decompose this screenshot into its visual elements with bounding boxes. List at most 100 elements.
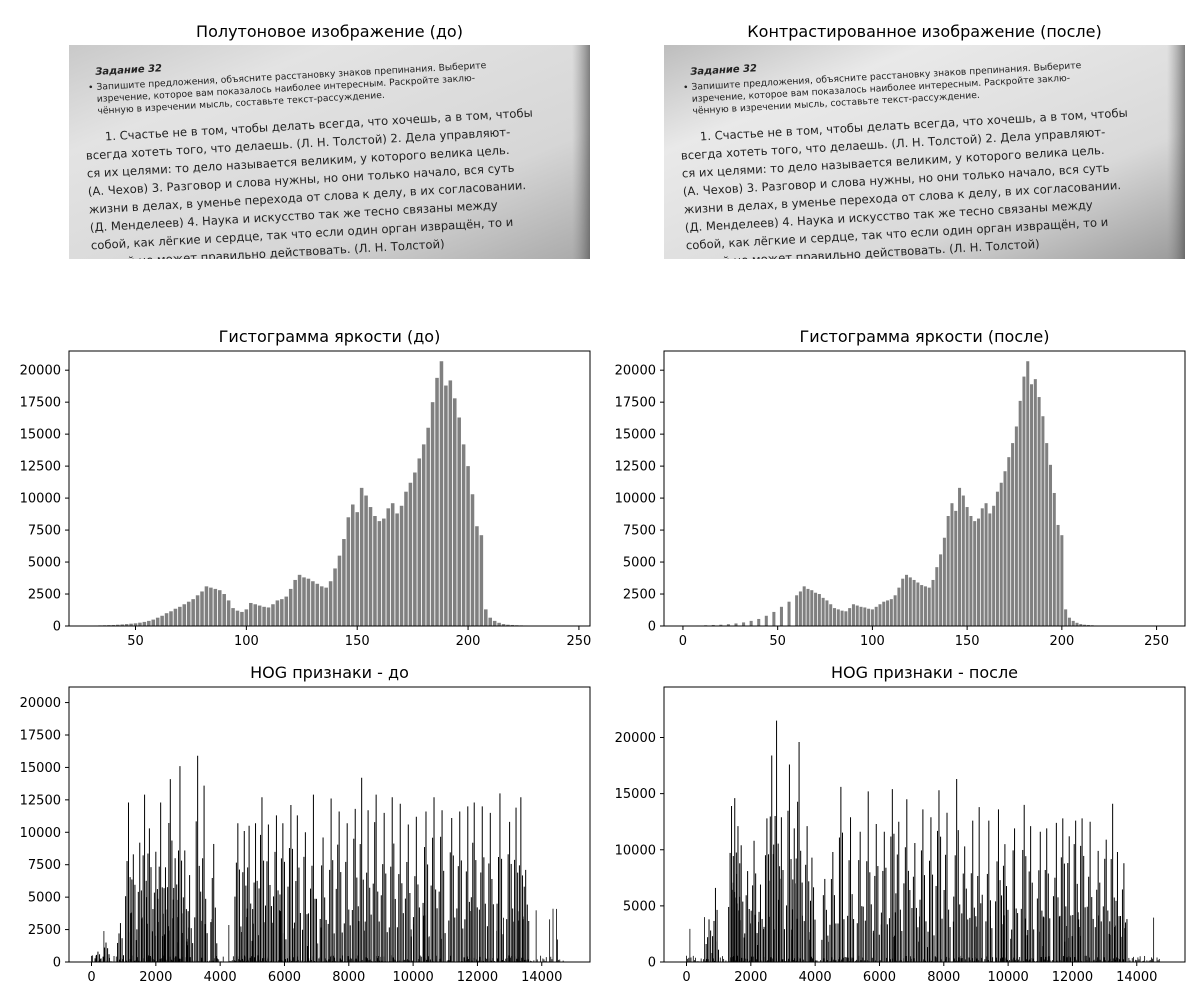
histogram-bar [764,615,768,626]
histogram-bar [266,607,271,626]
histogram-bar [364,495,368,626]
histogram-bar [488,617,493,626]
histogram-bar [186,601,191,626]
histogram-bar [262,606,266,626]
y-tick-label: 15000 [20,428,61,443]
histogram-bar [976,518,981,626]
x-tick-label: 100 [860,634,885,649]
axes-frame [68,686,591,963]
histogram-bar [825,600,829,626]
histogram-bar [1071,620,1075,626]
histogram-bar [973,521,977,626]
x-tick-label: 8000 [332,970,365,985]
histogram-bar [920,585,924,626]
x-tick-label: 10000 [392,970,433,985]
histogram-bar [182,604,187,626]
histogram-bar [200,591,204,626]
histogram-bar [506,624,510,626]
hist-after-title: Гистограмма яркости (после) [800,327,1050,346]
histogram-bar [1067,617,1071,626]
histogram-bar [351,504,355,626]
histogram-bar [151,619,156,626]
histogram-bar [173,608,178,626]
histogram-bar [942,537,946,626]
histogram-bar [359,487,364,626]
histogram-bar [855,605,859,626]
histogram-bar [719,624,723,626]
histogram-bar [346,517,351,626]
histogram-bar [368,507,373,626]
x-tick-label: 250 [1144,634,1169,649]
histogram-bar [848,608,852,626]
histogram-bar [501,624,506,626]
histogram-bar [878,604,882,626]
histogram-bar [466,466,470,626]
x-tick-label: 6000 [268,970,301,985]
x-tick-label: 12000 [1052,970,1093,985]
histogram-bar [886,600,890,626]
histogram-bar [821,597,825,626]
histogram-bar [439,361,444,626]
histogram-bar [946,516,950,626]
histogram-bar [1030,384,1034,626]
histogram-bar [836,609,840,626]
histogram-bar [297,574,302,626]
histogram-bar [191,599,195,626]
histogram-bar [328,581,333,626]
histogram-bar [742,622,746,626]
histogram-bar [908,577,912,626]
histogram-bar [342,539,346,626]
photo-heading: Задание 32 [95,63,162,78]
histogram-bar [284,596,289,626]
y-tick-label: 17500 [615,396,656,411]
page-edge-shadow [572,45,590,259]
x-tick-label: 6000 [863,970,896,985]
histogram-bar [904,574,909,626]
histogram-bar [399,505,404,626]
photo-heading: Задание 32 [690,63,757,78]
histogram-bar [992,505,996,626]
x-tick-label: 14000 [521,970,562,985]
x-tick-label: 200 [1049,634,1074,649]
y-tick-label: 17500 [20,396,61,411]
histogram-bar [1007,457,1011,626]
histogram-bar [444,385,448,626]
histogram-bar [160,615,164,626]
axes-frame [663,350,1186,627]
image-before-panel: Задание 32 • Запишите предложения, объяс… [69,45,590,259]
histogram-bar [867,608,871,626]
histogram-bar [916,582,920,626]
histogram-bar [958,487,962,626]
histogram-bar [935,567,939,626]
histogram-bar [457,417,461,626]
histogram-bar [413,472,417,626]
histogram-bar [870,609,874,626]
histogram-bar [1086,624,1090,626]
histogram-bar [814,592,818,626]
histogram-bar [1075,622,1079,626]
histogram-bar [448,380,453,626]
histogram-bar [169,611,173,626]
histogram-bar [840,610,844,626]
y-tick-label: 5000 [28,891,61,906]
histogram-bar [965,507,969,626]
x-tick-label: 4000 [799,970,832,985]
x-tick-label: 10000 [987,970,1028,985]
hog-before-title: HOG признаки - до [250,663,409,682]
x-tick-label: 150 [345,634,370,649]
histogram-bar [337,555,342,626]
histogram-bar [969,516,973,626]
histogram-bar [373,516,377,626]
histogram-bar [249,602,253,626]
histogram-bar [939,554,943,626]
y-tick-label: 12500 [20,793,61,808]
histogram-bar [475,526,479,626]
hog-chart-before: 0 2000 4000 6000 8000 10000 12000 14000 0 2500 500… [20,686,591,985]
histogram-bar [1052,492,1056,626]
histogram-bar [901,578,905,626]
histogram-bar [293,579,297,626]
paper-photo-after [664,45,1185,259]
histogram-bar [954,510,958,626]
y-tick-label: 20000 [20,364,61,379]
histogram-bar [155,617,160,626]
